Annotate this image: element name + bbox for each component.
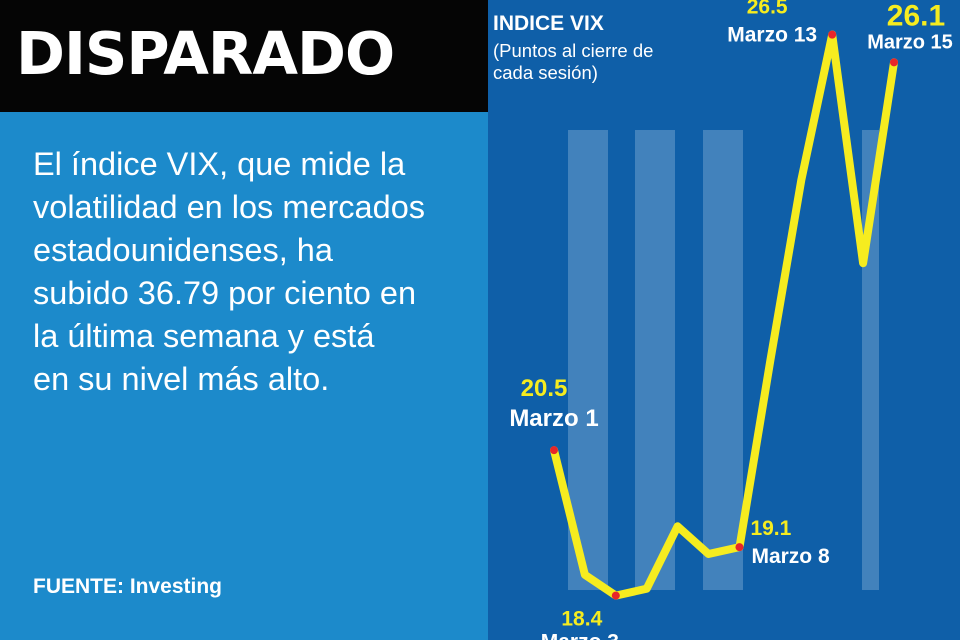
date-label: Marzo 1 [509,405,598,432]
background-stripe [568,130,608,590]
date-label: Marzo 15 [867,31,953,53]
data-labels: 20.5 Marzo 1 18.4Marzo 3 19.1 Marzo 8 26.5 Mar… [509,0,952,640]
data-value-label: 19.1 [750,517,791,540]
data-value-label: 20.5 [521,375,568,402]
vix-series [550,30,898,600]
data-value-label: 18.4 [561,608,602,631]
data-point-marker [550,446,558,455]
data-point-marker [735,543,744,552]
data-value-label: 26.1 [887,0,945,32]
description-line: en su nivel más alto. [33,361,330,397]
headline: DISPARADO [16,19,395,88]
description: El índice VIX, que mide la volatilidad e… [33,143,473,401]
title-banner: DISPARADO [0,0,488,112]
date-label: Marzo 13 [727,24,817,47]
background-stripe [635,130,675,590]
vix-line [550,30,898,600]
description-line: estadounidenses, ha [33,232,333,268]
chart-title: INDICE VIX [493,12,604,35]
source-note: FUENTE: Investing [33,575,223,598]
description-line: volatilidad en los mercados [33,189,426,225]
data-point-marker [828,30,837,39]
description-line: El índice VIX, que mide la [33,146,406,182]
date-label: Marzo 3 [541,631,619,640]
text-panel: DISPARADO El índice VIX, que mide la vol… [0,0,488,640]
data-value-label: 26.5 [747,0,788,19]
description-line: la última semana y está [33,318,375,354]
description-line: subido 36.79 por ciento en [33,275,417,311]
data-point-marker [890,58,898,67]
date-label: Marzo 8 [751,545,830,568]
chart-subtitle: (Puntos al cierre de cada sesión) [493,40,654,83]
background-stripe [703,130,743,590]
data-markers [550,30,898,600]
background-stripes [568,130,879,590]
data-point-marker [611,591,620,600]
